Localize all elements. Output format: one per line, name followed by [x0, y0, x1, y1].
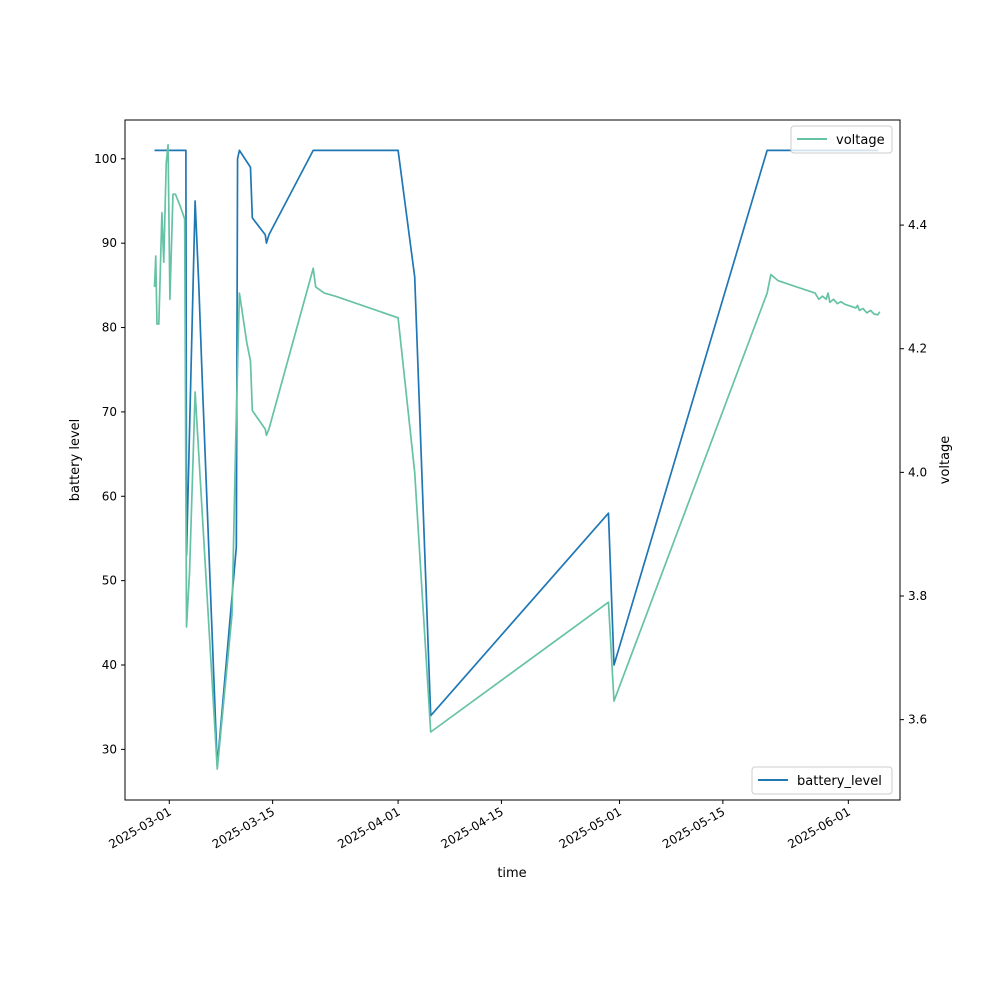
- right-y-tick-label: 4.2: [908, 342, 927, 356]
- right-y-tick-label: 3.8: [908, 589, 927, 603]
- legend-battery-level: battery_level: [751, 766, 893, 795]
- legend-voltage-box: [790, 125, 893, 154]
- legend-battery-level-box: [751, 766, 893, 795]
- left-y-tick-label: 100: [94, 152, 117, 166]
- left-y-tick-label: 70: [102, 405, 117, 419]
- series-line-battery-level: [154, 149, 878, 768]
- left-y-tick-label: 80: [102, 321, 117, 335]
- right-y-axis-label: voltage: [938, 436, 953, 485]
- legend-battery-level-label: battery_level: [797, 774, 882, 789]
- left-y-tick-label: 60: [102, 489, 117, 503]
- right-y-tick-label: 4.0: [908, 465, 927, 479]
- right-y-tick-label: 3.6: [908, 713, 927, 727]
- legend-voltage: voltage: [790, 125, 893, 154]
- x-axis-label: time: [497, 866, 526, 881]
- left-y-tick-label: 40: [102, 658, 117, 672]
- series-line-voltage: [153, 143, 881, 770]
- left-y-axis-label: battery level: [68, 419, 83, 502]
- left-y-tick-label: 50: [102, 574, 117, 588]
- legend-voltage-label: voltage: [836, 133, 885, 148]
- left-y-tick-label: 90: [102, 236, 117, 250]
- plot-area: [153, 143, 881, 770]
- right-y-tick-label: 4.4: [908, 218, 927, 232]
- left-y-tick-label: 30: [102, 742, 117, 756]
- axes-frame: [124, 119, 901, 801]
